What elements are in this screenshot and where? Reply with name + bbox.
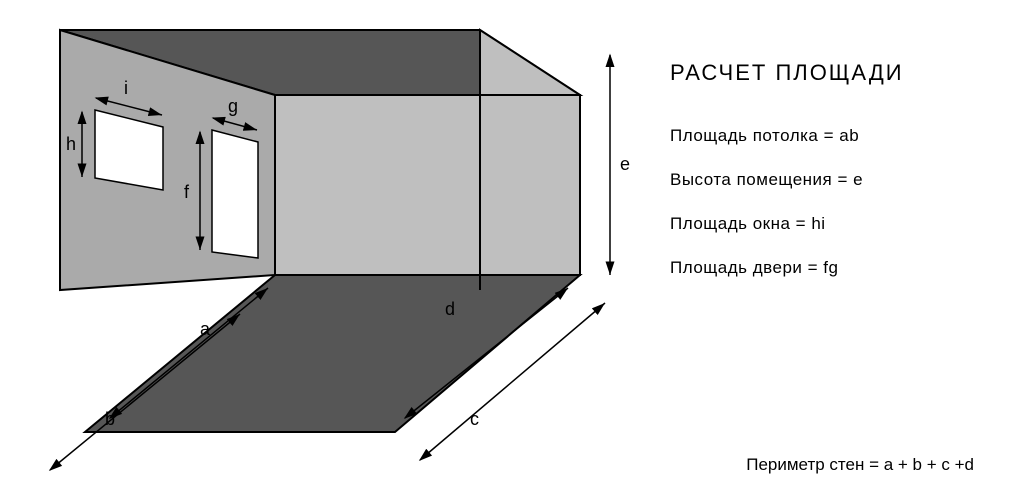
title: РАСЧЕТ ПЛОЩАДИ: [670, 60, 1004, 86]
floor-face: [85, 275, 580, 432]
label-b: b: [105, 409, 115, 429]
label-c: c: [470, 409, 479, 429]
formula-perimeter: Периметр стен = a + b + c +d: [746, 455, 974, 475]
label-e: e: [620, 154, 630, 174]
label-a: a: [200, 319, 211, 339]
door-opening: [212, 130, 258, 258]
formula-window: Площадь окна = hi: [670, 214, 1004, 234]
formula-height: Высота помещения = e: [670, 170, 1004, 190]
formulas-panel: РАСЧЕТ ПЛОЩАДИ Площадь потолка = ab Высо…: [640, 0, 1024, 500]
label-g: g: [228, 96, 238, 116]
label-h: h: [66, 134, 76, 154]
formula-door: Площадь двери = fg: [670, 258, 1004, 278]
room-diagram: i h g f e a d: [0, 0, 640, 500]
label-d: d: [445, 299, 455, 319]
label-i: i: [124, 78, 128, 98]
formula-ceiling: Площадь потолка = ab: [670, 126, 1004, 146]
inner-right-wall: [275, 95, 580, 275]
